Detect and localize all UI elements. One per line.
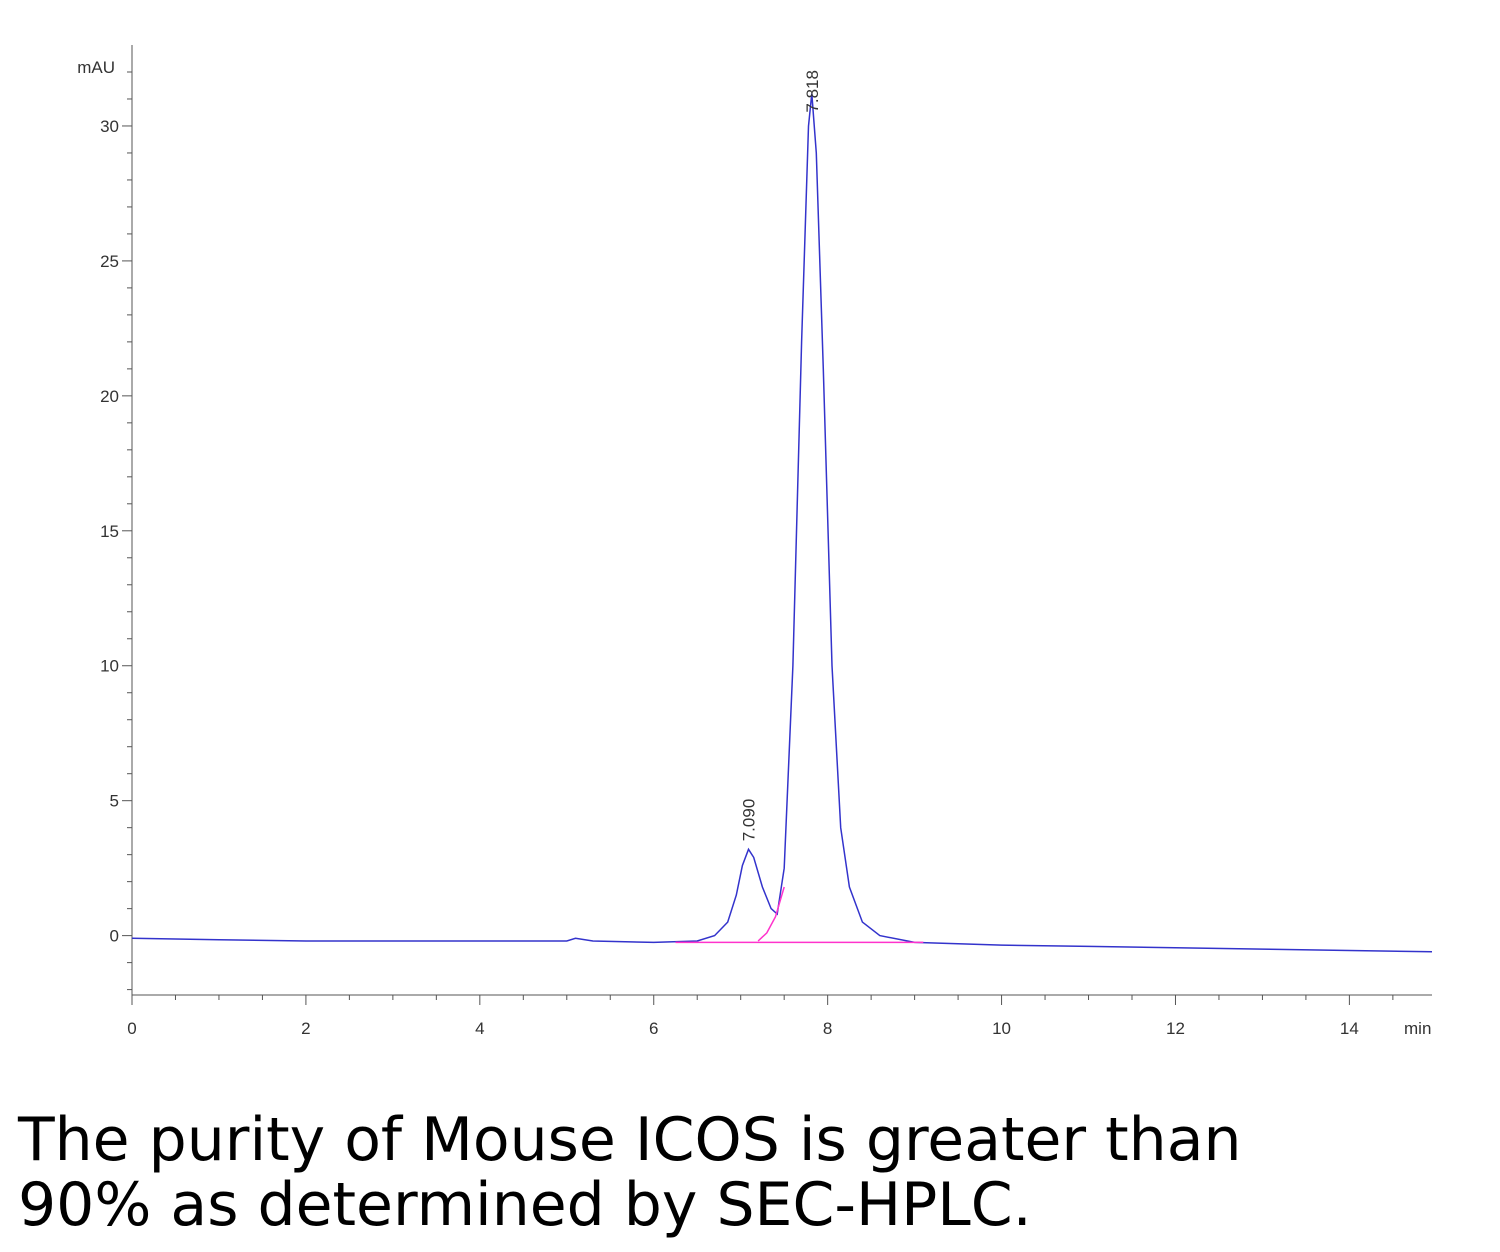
y-tick-label: 5 (110, 792, 119, 811)
x-axis-label: min (1404, 1019, 1431, 1038)
x-tick-label: 8 (823, 1019, 832, 1038)
y-tick-label: 25 (100, 252, 119, 271)
caption: 90% as determined by SEC-HPLC. (18, 1170, 1032, 1240)
y-tick-label: 20 (100, 387, 119, 406)
y-tick-label: 15 (100, 522, 119, 541)
x-tick-label: 0 (127, 1019, 136, 1038)
x-tick-label: 4 (475, 1019, 484, 1038)
y-tick-label: 10 (100, 657, 119, 676)
trace (131, 93, 1433, 953)
x-tick-label: 2 (301, 1019, 310, 1038)
x-tick-label: 10 (992, 1019, 1011, 1038)
peak-label: 7.090 (740, 799, 759, 842)
trace (757, 886, 785, 942)
x-tick-label: 6 (649, 1019, 658, 1038)
y-tick-label: 30 (100, 117, 119, 136)
y-tick-label: 0 (110, 927, 119, 946)
peak-label: 7.818 (803, 70, 822, 113)
x-tick-label: 12 (1166, 1019, 1185, 1038)
caption: The purity of Mouse ICOS is greater than (17, 1105, 1242, 1175)
y-axis-label: mAU (77, 58, 115, 77)
x-tick-label: 14 (1340, 1019, 1359, 1038)
